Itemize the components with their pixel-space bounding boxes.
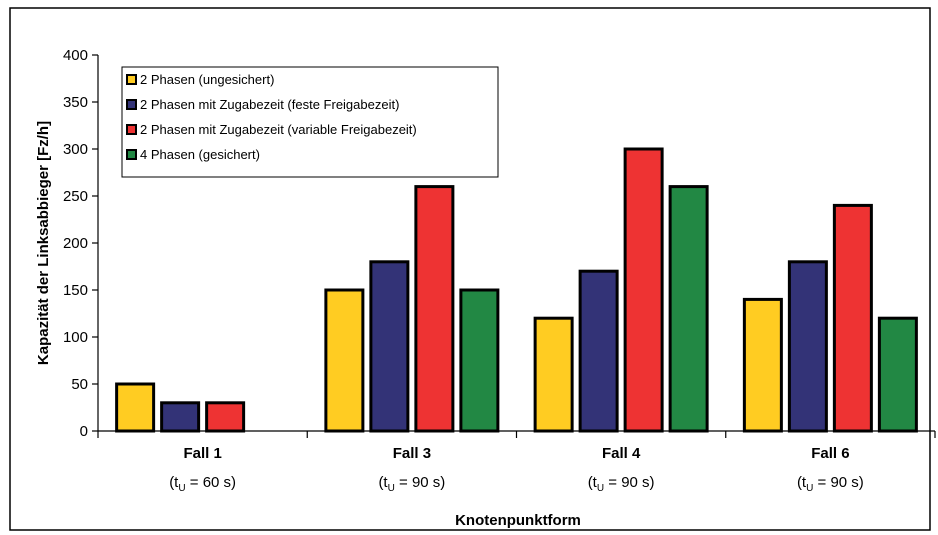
x-axis-title: Knotenpunktform bbox=[455, 512, 581, 529]
bar-fall-3-series-2 bbox=[369, 260, 410, 433]
x-tick-sublabel-suffix: = 90 s) bbox=[604, 474, 654, 491]
legend-entry-label: 2 Phasen mit Zugabezeit (feste Freigabez… bbox=[140, 97, 399, 112]
bar-fall-1-series-2 bbox=[160, 401, 201, 433]
x-tick-sublabel-prefix: (t bbox=[797, 474, 807, 491]
x-tick-label: Fall 1 bbox=[183, 445, 221, 462]
y-tick-label: 250 bbox=[63, 188, 88, 205]
y-axis: 0 50 100 150 200 250 300 350 400 bbox=[63, 47, 99, 440]
y-tick-label: 150 bbox=[63, 282, 88, 299]
x-tick-sublabel-subscript: U bbox=[597, 483, 604, 494]
bar-fall-6-series-2 bbox=[787, 260, 828, 433]
bar-fall-3-series-1 bbox=[324, 288, 365, 433]
x-tick-sublabel-subscript: U bbox=[806, 483, 813, 494]
y-tick-label: 0 bbox=[80, 423, 88, 440]
bar-fall-1-series-3 bbox=[205, 401, 246, 433]
y-tick-label: 100 bbox=[63, 329, 88, 346]
legend-swatch bbox=[126, 74, 137, 85]
x-tick-sublabel-suffix: = 90 s) bbox=[395, 474, 445, 491]
legend-swatch bbox=[126, 99, 137, 110]
x-tick-sublabel-subscript: U bbox=[178, 483, 185, 494]
x-tick-label: Fall 6 bbox=[811, 445, 849, 462]
legend-swatch bbox=[126, 124, 137, 135]
legend-entry-label: 2 Phasen (ungesichert) bbox=[140, 72, 274, 87]
y-tick-label: 350 bbox=[63, 94, 88, 111]
x-tick-sublabel-prefix: (t bbox=[378, 474, 388, 491]
legend: 2 Phasen (ungesichert) 2 Phasen mit Zugab… bbox=[121, 66, 499, 178]
x-tick-sublabel-subscript: U bbox=[388, 483, 395, 494]
y-tick-label: 200 bbox=[63, 235, 88, 252]
x-tick-sublabel: (tU = 90 s) bbox=[588, 474, 655, 494]
x-tick-sublabel: (tU = 60 s) bbox=[169, 474, 236, 494]
bars bbox=[115, 147, 918, 433]
y-tick-label: 300 bbox=[63, 141, 88, 158]
x-tick-sublabel-suffix: = 90 s) bbox=[813, 474, 863, 491]
x-tick-label: Fall 4 bbox=[602, 445, 641, 462]
legend-box bbox=[121, 66, 499, 178]
legend-entry-label: 2 Phasen mit Zugabezeit (variable Freiga… bbox=[140, 122, 417, 137]
x-tick-sublabel: (tU = 90 s) bbox=[378, 474, 445, 494]
x-tick-label: Fall 3 bbox=[393, 445, 431, 462]
bar-fall-4-series-2 bbox=[578, 269, 619, 433]
y-axis-title: Kapazität der Linksabbieger [Fz/h] bbox=[35, 121, 52, 365]
x-tick-sublabel-suffix: = 60 s) bbox=[186, 474, 236, 491]
legend-swatch bbox=[126, 149, 137, 160]
bar-fall-4-series-1 bbox=[533, 316, 574, 433]
bar-fall-4-series-3 bbox=[623, 147, 664, 433]
legend-entry-label: 4 Phasen (gesichert) bbox=[140, 147, 260, 162]
bar-fall-6-series-4 bbox=[877, 316, 918, 433]
x-tick-sublabel: (tU = 90 s) bbox=[797, 474, 864, 494]
bar-fall-6-series-1 bbox=[742, 297, 783, 433]
y-tick-label: 400 bbox=[63, 47, 88, 64]
y-tick-label: 50 bbox=[71, 376, 88, 393]
x-tick-sublabel-prefix: (t bbox=[588, 474, 598, 491]
bar-fall-3-series-3 bbox=[414, 185, 455, 433]
bar-fall-1-series-1 bbox=[115, 382, 156, 433]
bar-fall-4-series-4 bbox=[668, 185, 709, 433]
bar-fall-6-series-3 bbox=[832, 203, 873, 433]
bar-fall-3-series-4 bbox=[459, 288, 500, 433]
x-tick-sublabel-prefix: (t bbox=[169, 474, 179, 491]
